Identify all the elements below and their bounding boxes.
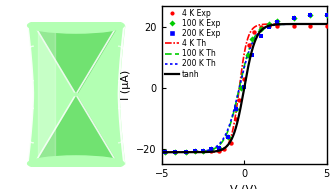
4 K Exp xyxy=(217,149,222,152)
X-axis label: V (V): V (V) xyxy=(230,185,258,189)
200 K Exp xyxy=(217,146,222,149)
100 K Exp xyxy=(291,16,296,19)
Line: 4 K Th: 4 K Th xyxy=(162,24,327,152)
100 K Exp xyxy=(258,27,263,30)
200 K Th xyxy=(232,107,236,110)
200 K Exp xyxy=(225,136,230,139)
Ellipse shape xyxy=(28,156,124,171)
4 K Exp xyxy=(251,30,257,33)
4 K Th xyxy=(160,151,164,153)
200 K Exp xyxy=(258,35,263,38)
4 K Exp xyxy=(258,26,263,29)
100 K Exp xyxy=(275,19,280,22)
100 K Exp xyxy=(172,151,178,154)
200 K Exp xyxy=(209,148,214,151)
Line: 100 K Th: 100 K Th xyxy=(162,24,327,152)
200 K Exp xyxy=(308,13,313,16)
tanh xyxy=(160,151,164,153)
Y-axis label: I (μA): I (μA) xyxy=(121,70,131,100)
4 K Exp xyxy=(291,24,296,27)
4 K Th xyxy=(232,121,236,123)
tanh xyxy=(291,23,295,25)
100 K Th xyxy=(288,23,292,25)
4 K Exp xyxy=(266,24,272,27)
200 K Th xyxy=(288,23,292,25)
100 K Th xyxy=(232,108,236,111)
200 K Exp xyxy=(250,53,255,56)
4 K Exp xyxy=(209,149,214,152)
100 K Exp xyxy=(266,22,272,26)
4 K Th xyxy=(273,23,277,25)
100 K Th xyxy=(273,24,277,26)
4 K Exp xyxy=(184,151,189,154)
Line: 200 K Th: 200 K Th xyxy=(162,24,327,152)
4 K Th xyxy=(291,23,295,25)
4 K Th xyxy=(325,23,329,25)
100 K Exp xyxy=(184,151,189,154)
4 K Exp xyxy=(162,151,168,154)
4 K Exp xyxy=(242,77,247,81)
tanh xyxy=(232,131,236,134)
200 K Exp xyxy=(172,151,178,154)
100 K Exp xyxy=(238,87,244,90)
100 K Exp xyxy=(233,108,239,111)
200 K Exp xyxy=(242,85,247,88)
200 K Exp xyxy=(162,151,168,154)
4 K Exp xyxy=(228,142,234,145)
100 K Exp xyxy=(245,53,250,56)
4 K Exp xyxy=(200,149,206,152)
100 K Exp xyxy=(192,149,197,152)
tanh xyxy=(226,143,230,146)
200 K Exp xyxy=(233,108,239,111)
100 K Exp xyxy=(217,146,222,149)
200 K Exp xyxy=(291,16,296,19)
4 K Exp xyxy=(324,24,329,27)
4 K Exp xyxy=(247,44,252,47)
4 K Exp xyxy=(275,24,280,27)
200 K Exp xyxy=(200,149,206,152)
4 K Exp xyxy=(172,151,178,154)
tanh xyxy=(177,151,181,153)
100 K Th xyxy=(226,129,230,131)
100 K Exp xyxy=(250,38,255,41)
tanh xyxy=(288,23,292,25)
100 K Th xyxy=(325,23,329,25)
Ellipse shape xyxy=(74,93,78,96)
200 K Th xyxy=(226,127,230,129)
100 K Exp xyxy=(324,13,329,16)
200 K Exp xyxy=(184,151,189,154)
4 K Exp xyxy=(233,117,239,120)
200 K Exp xyxy=(266,26,272,29)
100 K Exp xyxy=(225,136,230,139)
200 K Exp xyxy=(275,21,280,24)
4 K Th xyxy=(226,143,230,145)
100 K Exp xyxy=(209,148,214,151)
4 K Exp xyxy=(308,24,313,27)
200 K Exp xyxy=(324,13,329,16)
100 K Th xyxy=(160,151,164,153)
200 K Th xyxy=(291,23,295,25)
100 K Exp xyxy=(200,149,206,152)
100 K Exp xyxy=(162,151,168,154)
200 K Th xyxy=(177,151,181,153)
Line: tanh: tanh xyxy=(162,24,327,152)
200 K Th xyxy=(160,151,164,153)
4 K Th xyxy=(288,23,292,25)
tanh xyxy=(325,23,329,25)
4 K Exp xyxy=(222,148,227,151)
4 K Exp xyxy=(192,149,197,152)
200 K Th xyxy=(325,23,329,25)
200 K Th xyxy=(273,24,277,26)
Ellipse shape xyxy=(28,18,124,33)
Legend: 4 K Exp, 100 K Exp, 200 K Exp, 4 K Th, 100 K Th, 200 K Th, tanh: 4 K Exp, 100 K Exp, 200 K Exp, 4 K Th, 1… xyxy=(164,8,221,79)
tanh xyxy=(273,23,277,26)
4 K Th xyxy=(177,151,181,153)
4 K Exp xyxy=(237,99,242,102)
100 K Th xyxy=(177,151,181,153)
100 K Exp xyxy=(308,13,313,16)
200 K Exp xyxy=(192,149,197,152)
100 K Th xyxy=(291,23,295,25)
